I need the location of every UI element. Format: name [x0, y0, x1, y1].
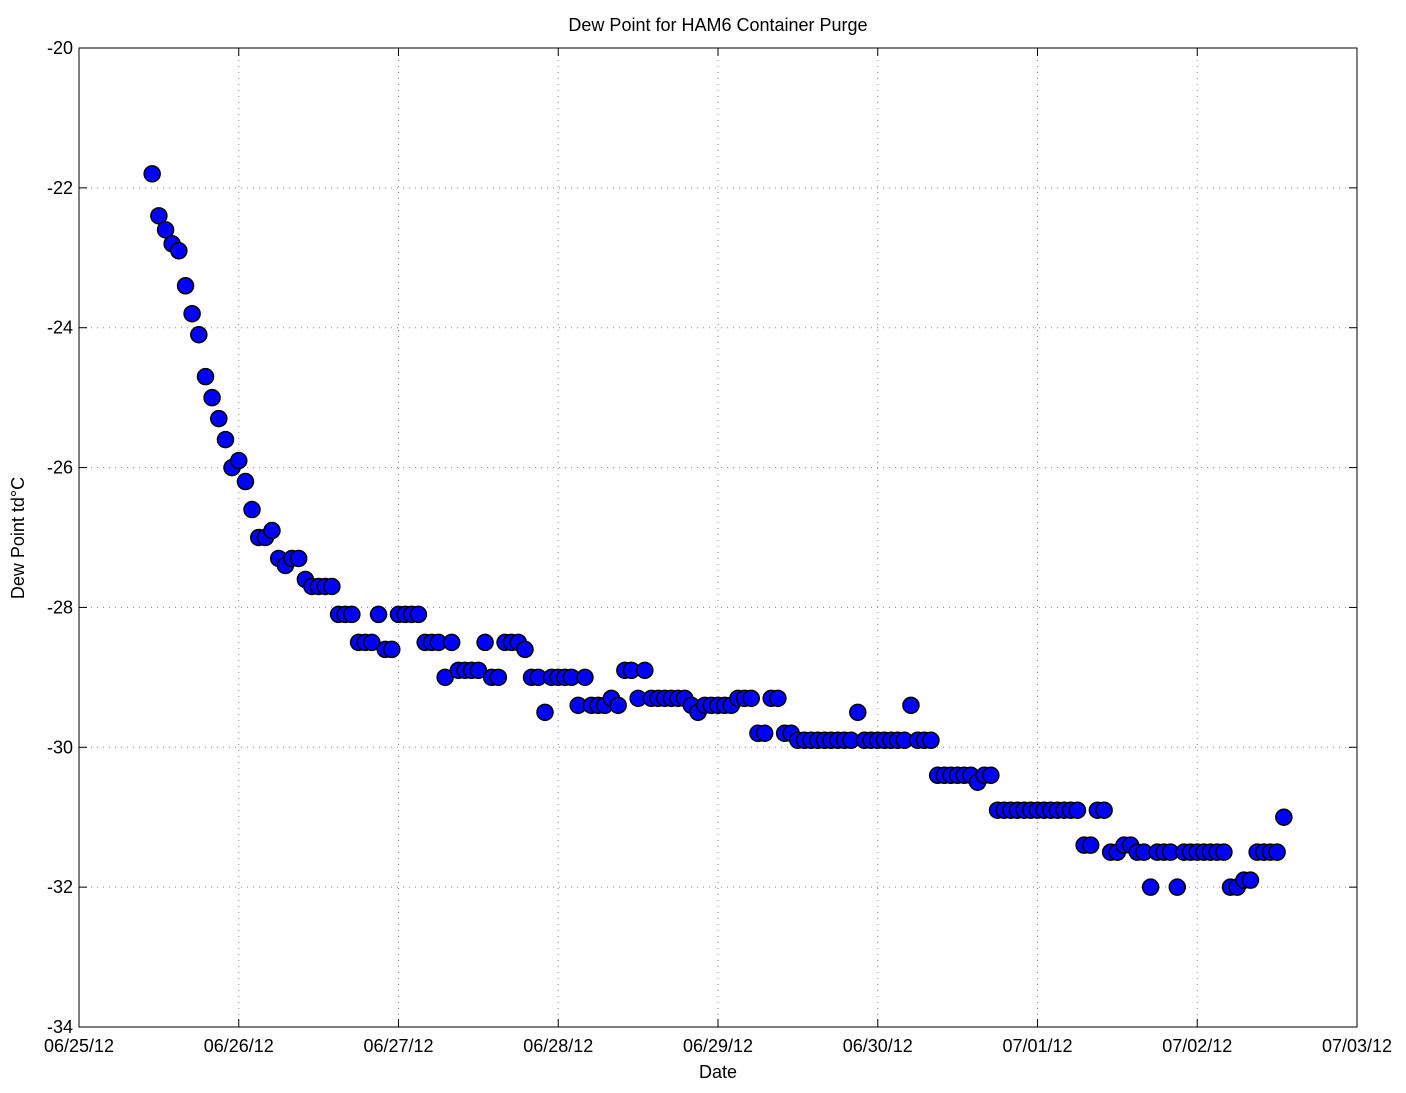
point [1081, 836, 1100, 854]
x-tick-label: 06/29/12 [683, 1036, 753, 1056]
y-tick-label: -32 [47, 877, 73, 897]
x-tick-label: 06/26/12 [204, 1036, 274, 1056]
plot-frame [78, 47, 1358, 1028]
point [769, 689, 787, 708]
point [183, 304, 201, 323]
point [609, 696, 627, 715]
chart-title: Dew Point for HAM6 Container Purge [568, 15, 867, 35]
point [409, 605, 428, 624]
y-tick-label: -30 [47, 737, 73, 757]
point [536, 703, 554, 722]
y-tick-label: -20 [47, 38, 73, 58]
x-tick-label: 06/27/12 [363, 1036, 433, 1056]
point [210, 409, 228, 428]
point [1268, 843, 1286, 861]
point [196, 367, 215, 386]
x-tick-label: 07/03/12 [1322, 1036, 1392, 1056]
point [363, 633, 381, 652]
point [289, 549, 308, 568]
x-tick-label: 06/25/12 [44, 1036, 114, 1056]
point [236, 472, 255, 491]
point [902, 696, 920, 715]
y-tick-label: -34 [47, 1017, 73, 1037]
point [1068, 801, 1087, 819]
point [176, 277, 195, 295]
point [742, 689, 760, 708]
point [203, 388, 221, 407]
point [1168, 878, 1187, 896]
point [1275, 808, 1293, 826]
point [755, 724, 774, 743]
point [243, 500, 261, 519]
point [849, 703, 867, 722]
point [476, 633, 494, 652]
point [156, 221, 175, 239]
point [369, 605, 388, 624]
point [230, 451, 248, 470]
point [1215, 843, 1233, 861]
point [190, 325, 208, 344]
y-axis-label: Dew Point td°C [8, 477, 28, 599]
marks [143, 165, 1293, 896]
point [442, 633, 461, 652]
y-tick-label: -28 [47, 597, 73, 617]
point [636, 661, 654, 680]
point [922, 731, 940, 750]
point [150, 207, 168, 225]
point [1141, 878, 1160, 896]
point [216, 430, 235, 449]
point [323, 577, 341, 596]
y-tick-label: -26 [47, 458, 73, 478]
x-axis-label: Date [699, 1062, 737, 1082]
point [516, 640, 534, 659]
x-tick-label: 07/02/12 [1162, 1036, 1232, 1056]
point [343, 605, 361, 624]
x-tick-label: 06/30/12 [843, 1036, 913, 1056]
point [982, 766, 1000, 785]
point [143, 165, 161, 183]
point [576, 668, 594, 687]
point [170, 242, 188, 260]
x-tick-label: 06/28/12 [523, 1036, 593, 1056]
point [1095, 801, 1113, 819]
x-tick-label: 07/01/12 [1002, 1036, 1072, 1056]
y-tick-label: -22 [47, 178, 73, 198]
point [489, 668, 508, 687]
point [383, 640, 401, 659]
point [1241, 871, 1260, 889]
y-tick-label: -24 [47, 318, 73, 338]
point [263, 521, 281, 540]
